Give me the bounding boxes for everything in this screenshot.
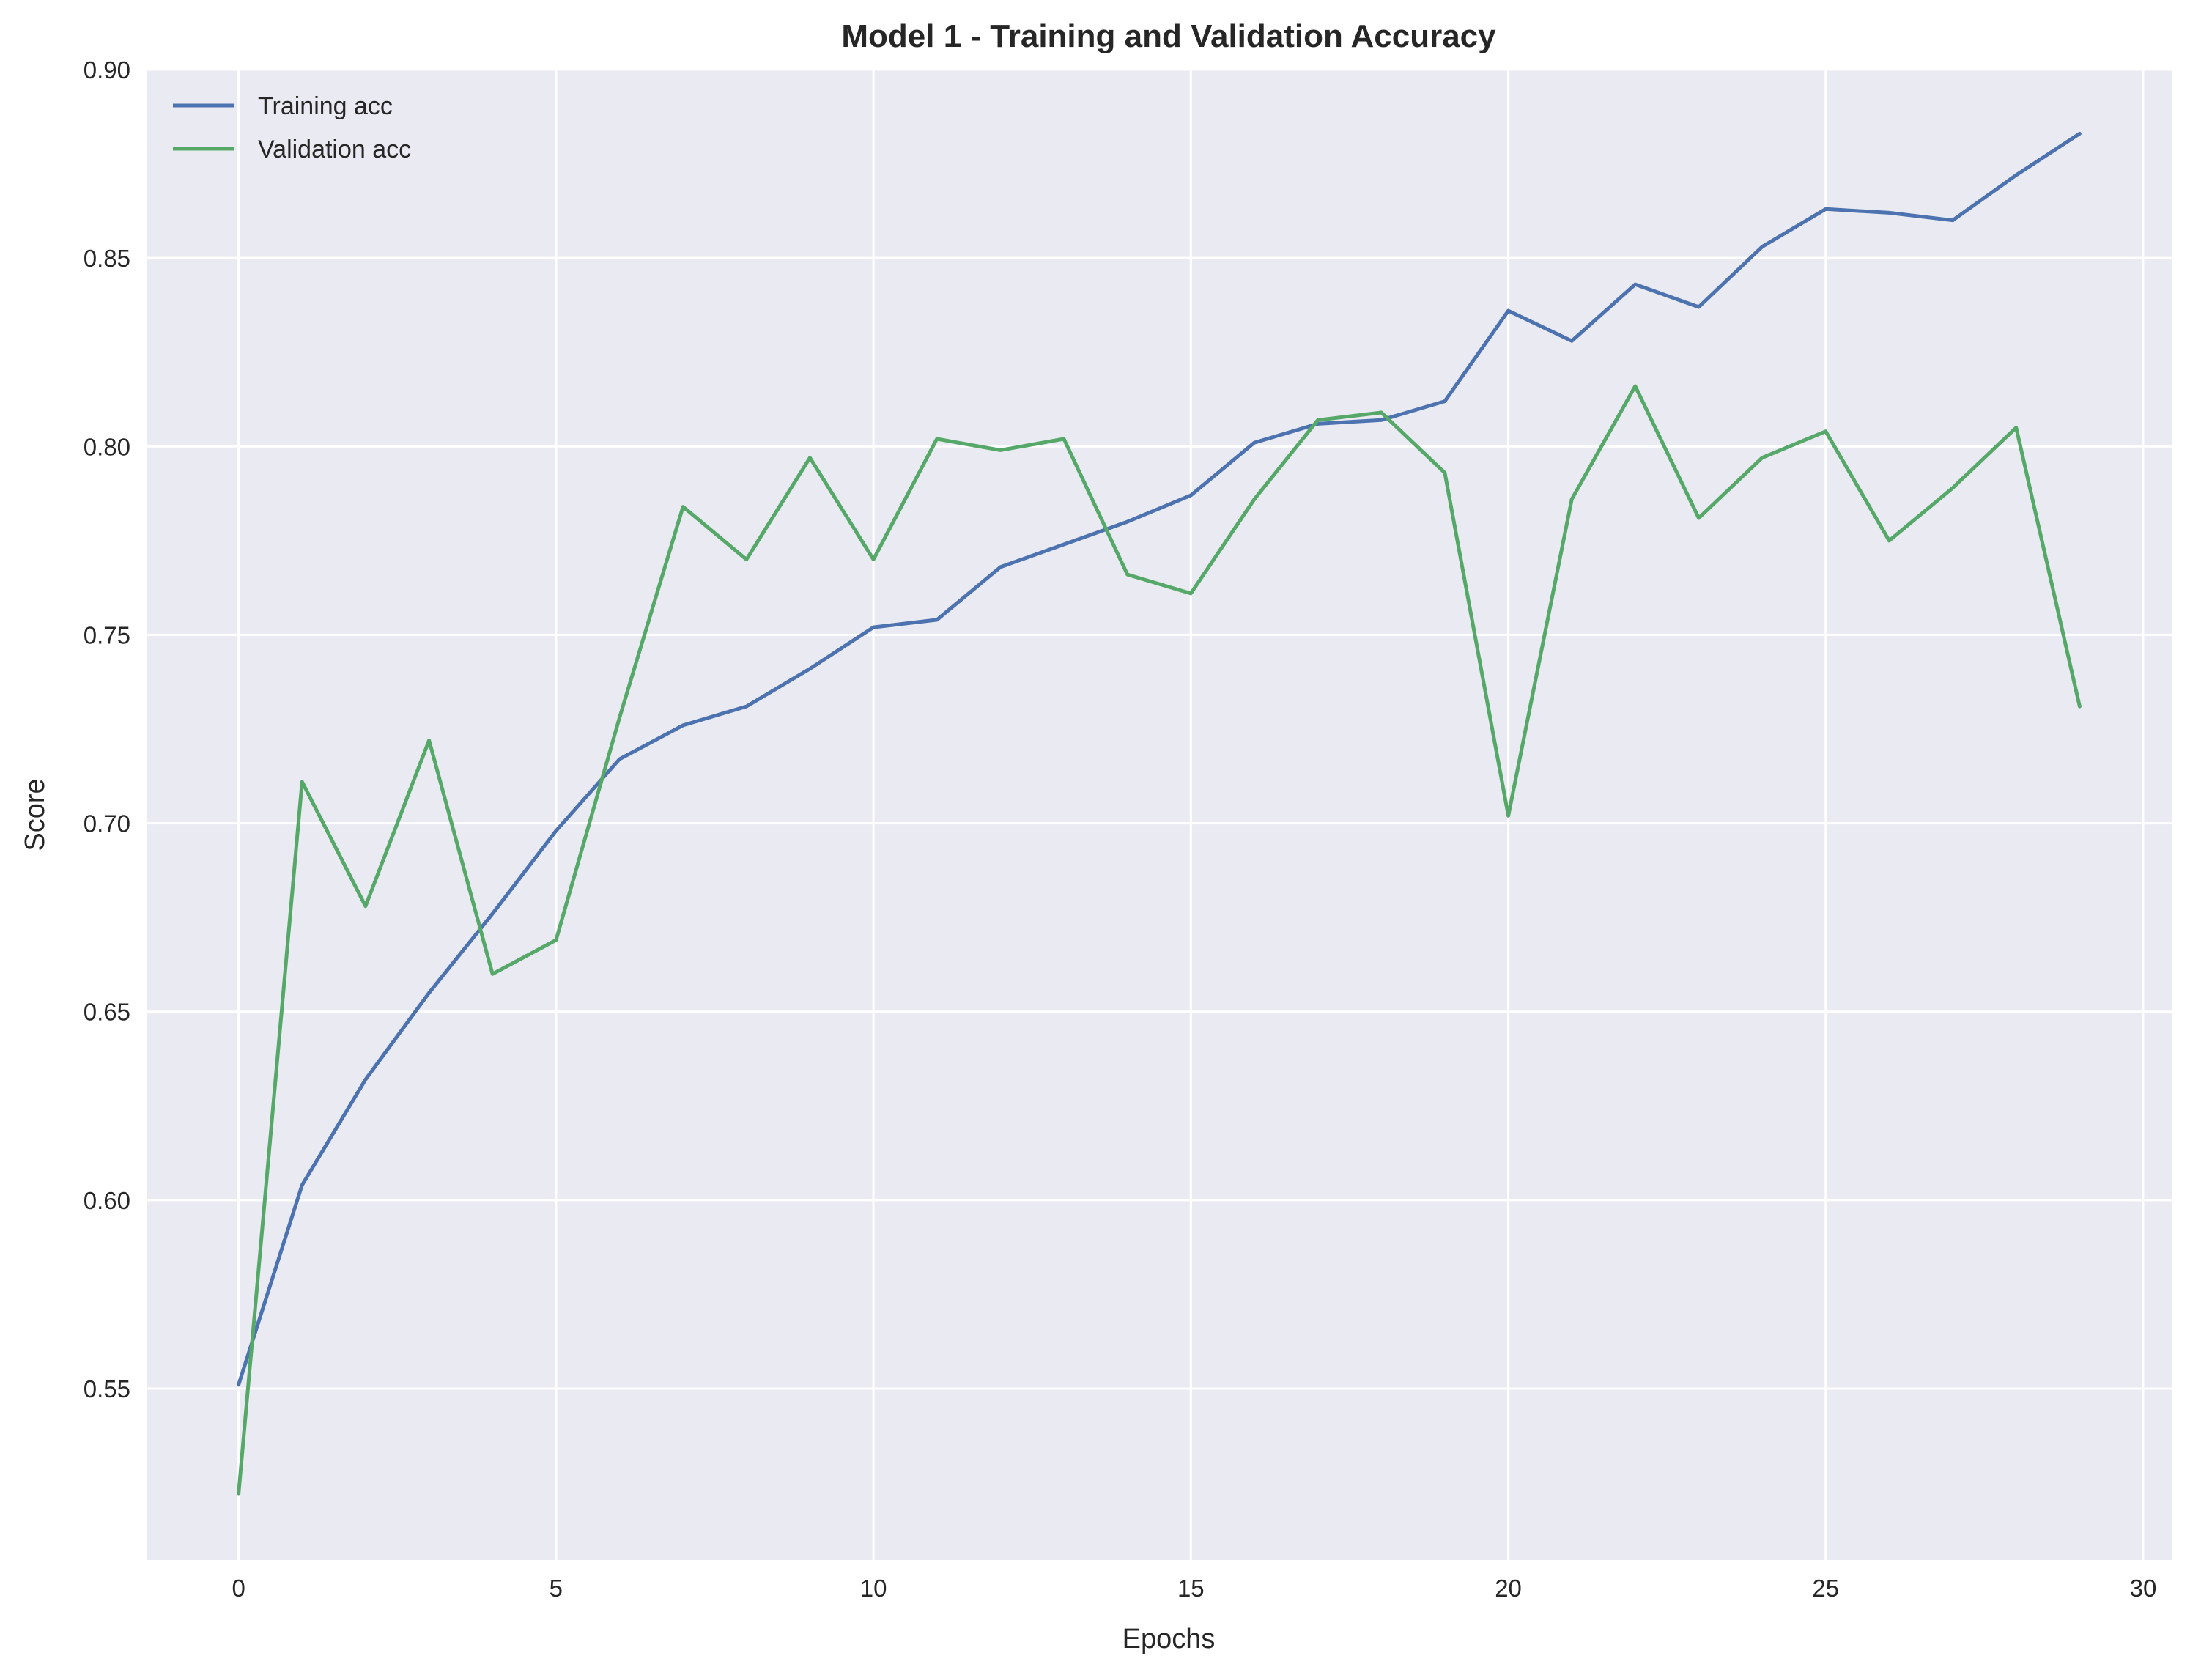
- y-tick-label: 0.70: [84, 810, 130, 838]
- y-tick-label: 0.65: [84, 999, 130, 1026]
- legend-label-training: Training acc: [258, 92, 393, 120]
- training-acc-line: [237, 131, 2082, 1387]
- x-tick-label: 15: [1177, 1575, 1205, 1602]
- validation-acc-line: [237, 384, 2082, 1496]
- y-tick-label: 0.60: [84, 1187, 130, 1214]
- series-lines: [237, 131, 2082, 1496]
- x-axis-label: Epochs: [1122, 1624, 1216, 1654]
- grid: [147, 68, 2172, 1560]
- legend-label-validation: Validation acc: [258, 136, 411, 163]
- y-tick-label: 0.80: [84, 433, 130, 460]
- chart-title: Model 1 - Training and Validation Accura…: [841, 18, 1496, 54]
- y-tick-label: 0.75: [84, 621, 130, 648]
- x-tick-label: 25: [1812, 1575, 1839, 1602]
- legend: Training acc Validation acc: [173, 92, 411, 163]
- x-tick-label: 5: [550, 1575, 563, 1602]
- y-axis-label: Score: [20, 778, 51, 851]
- y-tick-label: 0.85: [84, 245, 130, 272]
- x-tick-label: 10: [860, 1575, 887, 1602]
- y-tick-label: 0.90: [84, 56, 130, 84]
- y-tick-label: 0.55: [84, 1375, 130, 1402]
- tick-labels: 0 5 10 15 20 25 30 0.55 0.60 0.65 0.70 0.75 0.80 0.85…: [84, 56, 2157, 1602]
- x-tick-label: 0: [232, 1575, 245, 1602]
- x-tick-label: 20: [1495, 1575, 1522, 1602]
- plot-area: [147, 70, 2172, 1560]
- x-tick-label: 30: [2130, 1575, 2157, 1602]
